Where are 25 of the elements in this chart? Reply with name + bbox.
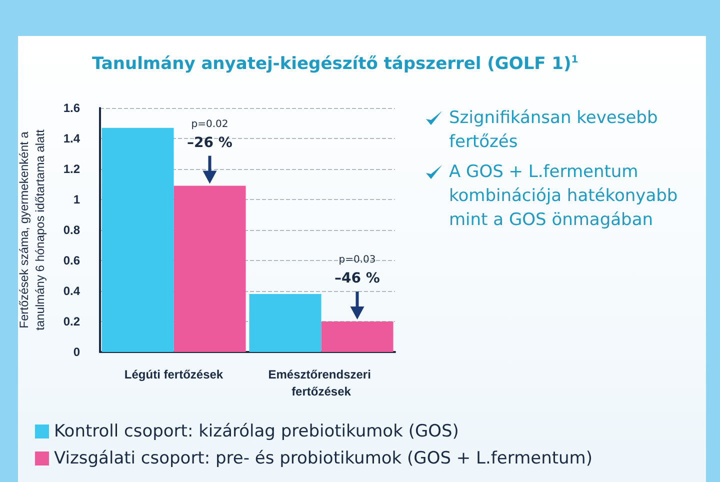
y-tick-label: 1.6: [63, 101, 80, 115]
text: A GOS + L.fermentum kombinációja hatékonyabb mint a GOS önmagában: [449, 162, 678, 230]
y-tick-label: 0.2: [63, 314, 80, 328]
bar: [174, 186, 246, 352]
y-tick-label: 1.2: [63, 162, 80, 176]
y-tick-label: 0.6: [63, 254, 80, 268]
annotation: –46 %: [334, 270, 380, 286]
x-tick-label: Emésztőrendszeri fertőzések: [268, 368, 374, 398]
y-tick-label: 1: [73, 192, 80, 206]
y-tick-label: 0: [73, 345, 80, 359]
chart-title: Tanulmány anyatej-kiegészítő tápszerrel (GOLF 1)$^{1}$: [92, 54, 578, 74]
annotation: p=0.03: [338, 254, 376, 266]
y-tick-label: 0.4: [63, 284, 80, 298]
y-tick-label: 1.4: [63, 132, 80, 146]
annotation: p=0.02: [191, 118, 228, 130]
y-tick-label: 0.8: [63, 223, 80, 237]
annotation: –26 %: [187, 134, 232, 151]
y-axis-title: Fertőzések száma, gyermekenként a tanulmány 6 hónapos időtartama alatt: [17, 128, 47, 330]
legend-label: Kontroll csoport: kizárólag prebiotikumok (GOS): [54, 422, 459, 442]
x-tick-label: Légúti fertőzések: [124, 368, 224, 382]
bar: [102, 128, 174, 352]
bar: [249, 294, 322, 352]
legend-label: Vizsgálati csoport: pre- és probiotikumok (GOS + L.fermentum): [54, 448, 592, 468]
text: Szignifikánsan kevesebb fertőzés: [449, 108, 658, 152]
bar: [321, 322, 394, 352]
